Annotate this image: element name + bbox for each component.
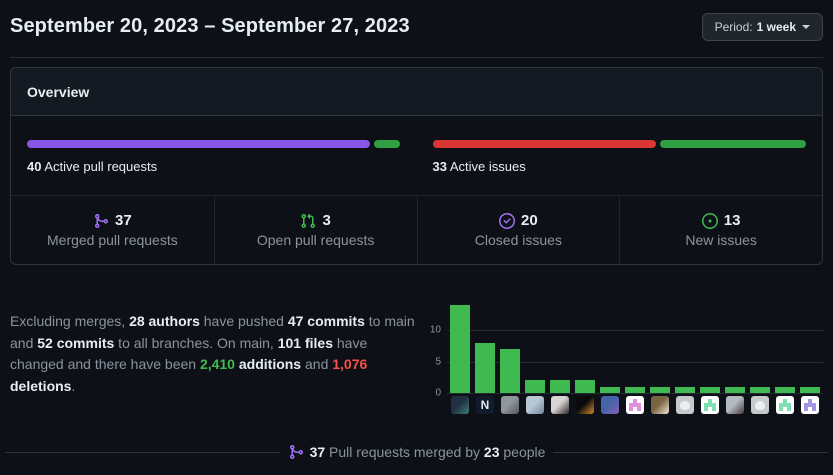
chart-ytick-label: 10 bbox=[429, 324, 441, 336]
commit-count-bar bbox=[650, 387, 670, 393]
activity-count: 40 bbox=[27, 159, 42, 174]
commit-count-bar bbox=[500, 349, 520, 393]
issue-closed-icon bbox=[499, 212, 516, 229]
commit-count-bar bbox=[675, 387, 695, 393]
overview-box-title: Overview bbox=[11, 68, 822, 116]
chevron-down-icon bbox=[802, 25, 810, 29]
date-range-title: September 20, 2023 – September 27, 2023 bbox=[10, 15, 410, 37]
contributor-avatar[interactable] bbox=[726, 396, 744, 414]
activity-progress: 40 Active pull requests bbox=[27, 140, 401, 197]
issue-opened-icon bbox=[701, 212, 718, 229]
stats-row: 37 Merged pull requests 3 Open pull requ… bbox=[11, 195, 822, 264]
progress-bar bbox=[27, 140, 401, 148]
stat-value: 20 bbox=[521, 212, 538, 229]
contributor-avatar[interactable] bbox=[801, 396, 819, 414]
commit-count-bar bbox=[450, 305, 470, 393]
stat-value: 13 bbox=[723, 212, 741, 229]
chart-gridline bbox=[447, 330, 823, 331]
contributor-avatar[interactable] bbox=[551, 396, 569, 414]
merged-summary-text: 37 Pull requests merged by 23 people bbox=[309, 444, 546, 460]
identicon-pattern bbox=[808, 399, 812, 403]
contributor-avatar[interactable] bbox=[651, 396, 669, 414]
stat-label: Closed issues bbox=[474, 232, 562, 248]
git-merge-icon bbox=[95, 213, 109, 228]
commit-count-bar bbox=[750, 387, 770, 393]
contributor-avatar[interactable] bbox=[501, 396, 519, 414]
activity-label: Active pull requests bbox=[44, 159, 158, 174]
contributor-avatar[interactable] bbox=[576, 396, 594, 414]
activity-bars-row: 40 Active pull requests 33 Active issues bbox=[11, 116, 822, 197]
stat-cell: 37 Merged pull requests bbox=[11, 196, 214, 264]
activity-progress: 33 Active issues bbox=[432, 140, 807, 197]
page-header: September 20, 2023 – September 27, 2023 … bbox=[10, 0, 823, 58]
progress-segment-merged bbox=[27, 140, 371, 148]
git-merge-icon bbox=[289, 445, 303, 460]
contributor-avatar[interactable] bbox=[701, 396, 719, 414]
commits-per-author-chart: 0 5 10 N bbox=[425, 296, 823, 418]
contributor-avatar[interactable] bbox=[776, 396, 794, 414]
commit-count-bar bbox=[625, 387, 645, 393]
commit-count-bar bbox=[525, 380, 545, 393]
divider-line bbox=[553, 451, 828, 453]
stat-value: 3 bbox=[322, 212, 331, 229]
stat-label: Merged pull requests bbox=[47, 232, 178, 248]
commit-count-bar bbox=[725, 387, 745, 393]
identicon-pattern bbox=[708, 399, 712, 403]
commit-count-bar bbox=[475, 343, 495, 393]
merged-footer: 37 Pull requests merged by 23 people bbox=[0, 438, 833, 466]
contributor-avatar[interactable] bbox=[676, 396, 694, 414]
stat-label: New issues bbox=[685, 232, 757, 248]
commit-count-bar bbox=[550, 380, 570, 393]
commit-count-bar bbox=[700, 387, 720, 393]
contributor-avatar[interactable] bbox=[751, 396, 769, 414]
contributor-avatar[interactable]: N bbox=[476, 396, 494, 414]
contributor-avatar[interactable] bbox=[626, 396, 644, 414]
octocat-icon bbox=[680, 401, 690, 410]
commit-summary-text: Excluding merges, 28 authors have pushed… bbox=[10, 313, 415, 394]
contributor-avatar[interactable] bbox=[526, 396, 544, 414]
chart-ytick-label: 5 bbox=[435, 356, 441, 367]
contributor-avatar[interactable] bbox=[451, 396, 469, 414]
commit-count-bar bbox=[775, 387, 795, 393]
chart-gridline bbox=[447, 393, 823, 394]
contributor-avatar[interactable] bbox=[601, 396, 619, 414]
pull-requests-merged-summary[interactable]: 37 Pull requests merged by 23 people bbox=[288, 444, 546, 460]
progress-segment-closed bbox=[432, 140, 657, 148]
chart-gridline bbox=[447, 361, 823, 363]
activity-label: Active issues bbox=[449, 159, 526, 174]
commit-count-bar bbox=[600, 387, 620, 393]
commit-count-bar bbox=[575, 380, 595, 393]
stat-value: 37 bbox=[115, 212, 132, 229]
progress-segment-open bbox=[374, 140, 401, 148]
activity-count: 33 bbox=[432, 159, 447, 174]
progress-bar bbox=[432, 140, 807, 148]
git-pull-request-icon bbox=[301, 213, 316, 228]
octocat-icon bbox=[755, 401, 765, 410]
overview-box: Overview 40 Active pull requests 33 Acti… bbox=[10, 67, 823, 265]
period-value: 1 week bbox=[756, 20, 796, 34]
commit-count-bar bbox=[800, 387, 820, 393]
stat-cell: 20 Closed issues bbox=[416, 196, 620, 264]
stat-cell: 3 Open pull requests bbox=[213, 196, 417, 264]
git-merge-icon bbox=[288, 444, 304, 460]
stat-cell: 13 New issues bbox=[619, 196, 822, 264]
identicon-pattern bbox=[633, 399, 637, 403]
period-label: Period: bbox=[714, 20, 753, 34]
progress-segment-new bbox=[660, 140, 806, 148]
identicon-pattern bbox=[783, 399, 787, 403]
chart-ytick-label: 0 bbox=[435, 387, 441, 399]
divider-line bbox=[5, 451, 280, 453]
stat-label: Open pull requests bbox=[256, 232, 375, 248]
period-dropdown-button[interactable]: Period: 1 week bbox=[701, 13, 823, 41]
